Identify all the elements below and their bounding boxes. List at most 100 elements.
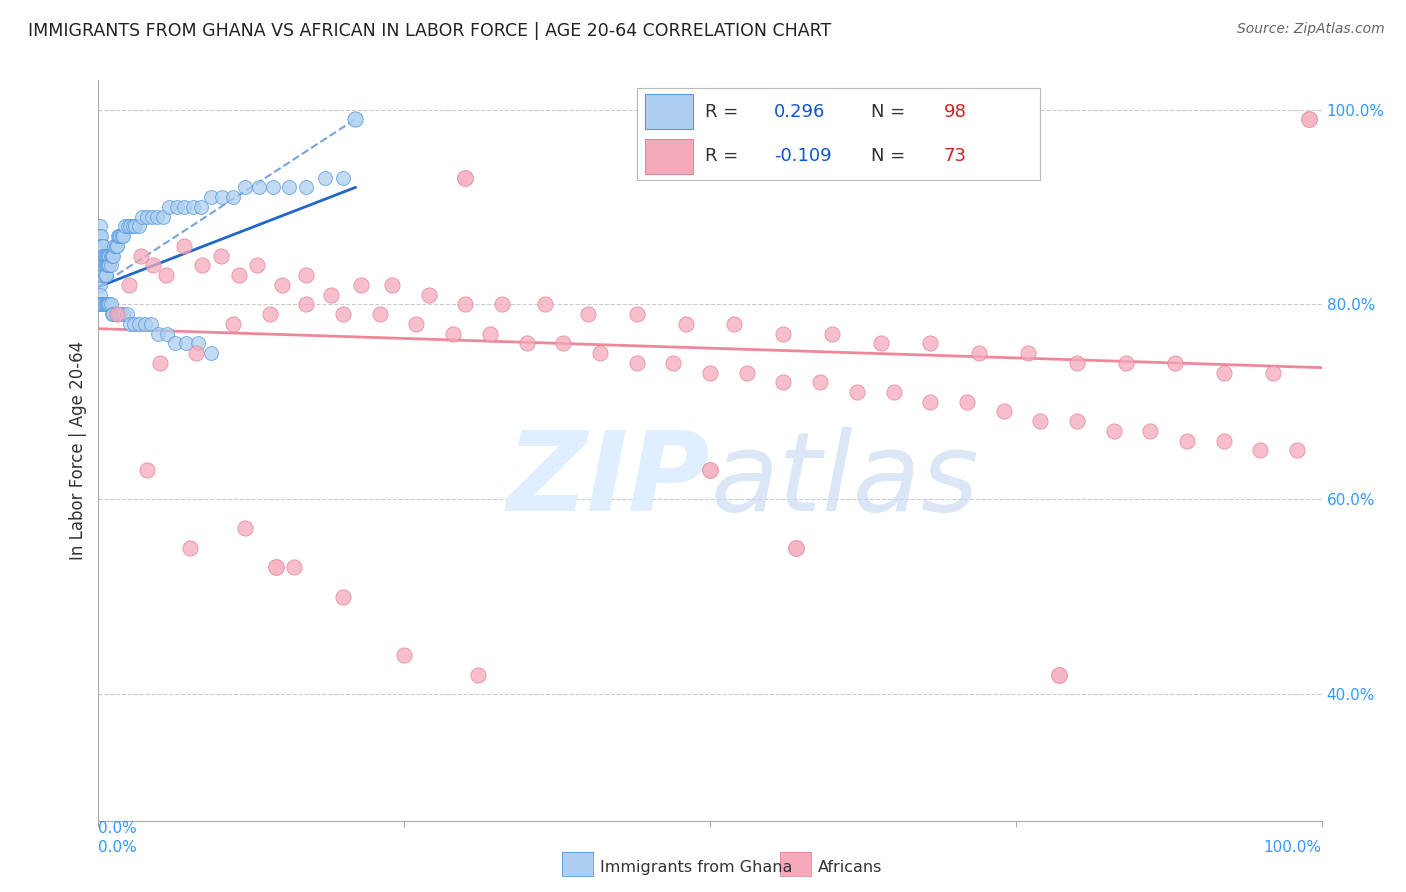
Point bbox=[589, 346, 612, 360]
Point bbox=[392, 648, 416, 662]
Point bbox=[222, 317, 245, 331]
Point bbox=[350, 277, 373, 292]
Point bbox=[173, 239, 195, 253]
Point bbox=[118, 277, 141, 292]
Point bbox=[156, 326, 179, 341]
Point bbox=[166, 200, 188, 214]
Point bbox=[100, 249, 122, 263]
Point bbox=[441, 326, 464, 341]
Point bbox=[104, 307, 127, 321]
Point bbox=[124, 219, 146, 234]
Point bbox=[247, 180, 270, 194]
Point bbox=[515, 336, 537, 351]
Point bbox=[155, 268, 177, 282]
Point bbox=[89, 239, 111, 253]
Point bbox=[368, 307, 391, 321]
Point bbox=[96, 259, 118, 273]
Point bbox=[111, 229, 134, 244]
Point bbox=[101, 249, 124, 263]
Point bbox=[90, 268, 112, 282]
Point bbox=[211, 190, 233, 204]
Point bbox=[101, 249, 124, 263]
Point bbox=[120, 317, 142, 331]
Point bbox=[94, 249, 117, 263]
Point bbox=[93, 268, 115, 282]
Point bbox=[146, 210, 169, 224]
Point bbox=[91, 249, 114, 263]
Point bbox=[870, 336, 893, 351]
Point bbox=[128, 219, 150, 234]
Point bbox=[222, 190, 245, 204]
Point bbox=[89, 219, 111, 234]
Point bbox=[93, 259, 115, 273]
Point bbox=[1102, 424, 1125, 438]
Point bbox=[295, 180, 318, 194]
Point bbox=[94, 268, 117, 282]
Point bbox=[1298, 112, 1320, 127]
Point bbox=[110, 307, 132, 321]
Point bbox=[97, 259, 120, 273]
Point bbox=[90, 259, 112, 273]
Point bbox=[89, 249, 111, 263]
Point bbox=[699, 463, 721, 477]
Point bbox=[1115, 356, 1137, 370]
Point bbox=[1212, 366, 1234, 380]
Point bbox=[104, 239, 127, 253]
Point bbox=[139, 317, 162, 331]
Point bbox=[319, 287, 342, 301]
Point bbox=[89, 277, 111, 292]
Point bbox=[101, 307, 124, 321]
Point bbox=[128, 317, 150, 331]
Point bbox=[772, 376, 794, 390]
Point bbox=[93, 297, 115, 311]
Point bbox=[233, 521, 256, 535]
Point bbox=[89, 259, 111, 273]
Point bbox=[1066, 414, 1088, 428]
Point bbox=[1164, 356, 1187, 370]
Point bbox=[344, 112, 367, 127]
Point bbox=[1261, 366, 1284, 380]
Point bbox=[165, 336, 187, 351]
Text: Africans: Africans bbox=[818, 860, 883, 874]
Point bbox=[157, 200, 180, 214]
Point bbox=[181, 200, 204, 214]
Point bbox=[89, 287, 111, 301]
Point bbox=[967, 346, 990, 360]
Text: atlas: atlas bbox=[710, 426, 979, 533]
Point bbox=[405, 317, 427, 331]
Point bbox=[173, 200, 195, 214]
Text: Source: ZipAtlas.com: Source: ZipAtlas.com bbox=[1237, 22, 1385, 37]
Point bbox=[91, 297, 114, 311]
Point bbox=[956, 394, 979, 409]
Point bbox=[1286, 443, 1309, 458]
Point bbox=[115, 307, 138, 321]
Point bbox=[98, 259, 121, 273]
Point bbox=[200, 346, 222, 360]
Point bbox=[246, 259, 269, 273]
Point bbox=[675, 317, 697, 331]
Point bbox=[122, 317, 145, 331]
Point bbox=[262, 180, 284, 194]
Point bbox=[418, 287, 440, 301]
Point bbox=[723, 317, 745, 331]
Point bbox=[270, 277, 294, 292]
Point bbox=[111, 307, 134, 321]
Point bbox=[534, 297, 557, 311]
Point bbox=[152, 210, 174, 224]
Point bbox=[90, 239, 112, 253]
Point bbox=[101, 307, 124, 321]
Point bbox=[278, 180, 301, 194]
Point bbox=[91, 268, 114, 282]
Point bbox=[699, 366, 721, 380]
Point bbox=[91, 259, 114, 273]
Point bbox=[98, 249, 121, 263]
Point bbox=[200, 190, 222, 204]
Point bbox=[176, 336, 198, 351]
Point bbox=[131, 210, 153, 224]
Point bbox=[186, 336, 208, 351]
Point bbox=[98, 297, 121, 311]
Point bbox=[110, 229, 132, 244]
Point bbox=[467, 667, 489, 681]
Point bbox=[264, 560, 287, 574]
Point bbox=[96, 297, 118, 311]
